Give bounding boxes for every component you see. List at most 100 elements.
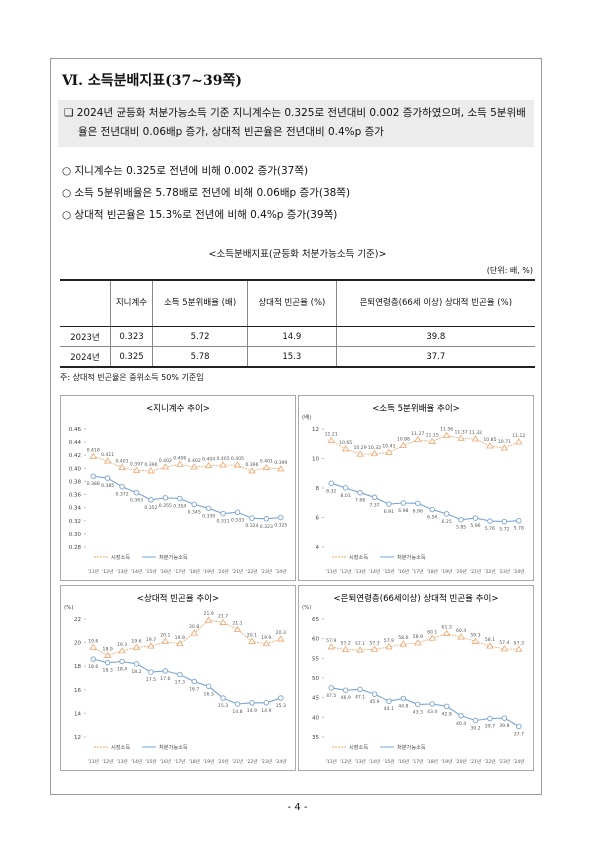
value-label: 61.3 (442, 625, 452, 631)
marker-triangle (233, 625, 242, 633)
value-label: 5.72 (499, 527, 509, 533)
value-label: 21.1 (232, 621, 242, 627)
marker-triangle (204, 616, 213, 623)
value-label: 37.7 (514, 731, 524, 737)
marker-triangle (457, 434, 465, 441)
marker-circle (429, 506, 435, 513)
marker-triangle (190, 629, 198, 636)
value-label: 0.354 (173, 503, 186, 509)
marker-triangle (118, 463, 126, 471)
x-tick-label: '15년 (383, 568, 394, 575)
marker-triangle (89, 452, 97, 459)
value-label: 0.388 (87, 481, 100, 487)
x-tick-label: '19년 (441, 758, 452, 765)
marker-triangle (118, 647, 126, 654)
value-label: 58.1 (485, 637, 495, 643)
marker-triangle (262, 463, 271, 471)
value-label: 6.91 (384, 509, 394, 515)
marker-triangle (262, 640, 271, 647)
x-tick-label: '15년 (383, 758, 394, 765)
indicator-table: 지니계수 소득 5분위배율 (배) 상대적 빈곤율 (%) 은퇴연령층(66세 … (60, 279, 535, 368)
marker-triangle (370, 450, 379, 457)
x-tick-label: '24년 (513, 758, 524, 765)
marker-circle (119, 658, 125, 665)
cell: 39.8 (335, 326, 535, 347)
x-tick-label: '24년 (275, 758, 286, 765)
y-tick-label: 8 (316, 486, 320, 492)
value-label: 17.5 (146, 677, 156, 683)
value-label: 0.411 (101, 452, 114, 458)
x-tick-label: '22년 (246, 568, 257, 575)
marker-circle (148, 669, 154, 675)
value-label: 0.355 (159, 503, 172, 509)
chart-panel (298, 585, 534, 771)
x-tick-label: '19년 (203, 568, 214, 575)
y-tick-label: 55 (312, 656, 319, 662)
marker-circle (263, 700, 270, 706)
cell: 37.7 (335, 346, 535, 368)
x-tick-label: '17년 (412, 758, 423, 765)
marker-circle (458, 516, 464, 523)
value-label: 6.25 (442, 519, 452, 525)
chart-title: <지니계수 추이> (146, 403, 210, 414)
table-note: 주: 상대적 빈곤율은 중위소득 50% 기준임 (60, 373, 204, 382)
marker-triangle (132, 643, 141, 650)
value-label: 18.4 (117, 666, 127, 672)
value-label: 10.41 (382, 443, 395, 449)
table-caption: <소득분배지표(균등화 처분가능소득 기준)> (208, 249, 387, 260)
y-tick-label: 0.28 (69, 545, 82, 551)
value-label: 0.401 (260, 459, 273, 465)
marker-triangle (385, 643, 393, 650)
y-tick-label: 12 (74, 735, 81, 741)
marker-circle (371, 691, 378, 697)
chart-title: <소득 5분위배율 추이> (372, 403, 460, 414)
x-tick-label: '12년 (340, 758, 351, 765)
marker-triangle (147, 467, 155, 474)
value-label: 47.5 (326, 693, 336, 699)
marker-triangle (89, 643, 97, 650)
value-label: 11.27 (411, 431, 424, 437)
marker-circle (191, 501, 197, 508)
marker-triangle (103, 651, 112, 658)
marker-triangle (248, 467, 256, 474)
marker-circle (162, 668, 169, 674)
y-tick-label: 20 (74, 641, 81, 647)
value-label: 10.32 (368, 445, 381, 451)
chart-title: <은퇴연령층(66세이상) 상대적 빈곤율 추이> (334, 593, 499, 604)
summary-box: ❏ 2024년 균등화 처분가능소득 기준 지니계수는 0.325로 전년대비 … (58, 100, 534, 147)
marker-circle (342, 485, 349, 491)
value-label: 6.54 (427, 515, 437, 521)
chart-title: <상대적 빈곤율 추이> (137, 593, 219, 604)
x-tick-label: '19년 (203, 758, 214, 765)
marker-triangle (471, 435, 480, 442)
y-tick-label: 45 (312, 696, 319, 702)
marker-triangle (327, 643, 335, 650)
marker-triangle (370, 645, 379, 652)
marker-triangle (176, 460, 184, 467)
value-label: 6.98 (398, 508, 408, 514)
y-tick-label: 0.32 (69, 519, 81, 525)
x-tick-label: '21년 (232, 758, 243, 765)
value-label: 0.333 (231, 517, 244, 523)
legend-label: 시장소득 (111, 554, 130, 561)
value-label: 19.3 (117, 642, 127, 648)
header-cell: 상대적 빈곤율 (%) (247, 279, 337, 327)
section-title: Ⅵ. 소득분배지표(37~39쪽) (62, 73, 242, 89)
bullet: ○ 지니계수는 0.325로 전년에 비해 0.002 증가(37쪽) (62, 165, 309, 177)
value-label: 19.6 (131, 638, 141, 644)
marker-circle (177, 671, 183, 678)
x-tick-label: '23년 (261, 758, 272, 765)
legend-label: 처분가능소득 (159, 743, 188, 751)
value-label: 0.385 (101, 483, 114, 489)
header-cell: 소득 5분위배율 (배) (151, 279, 249, 327)
value-label: 20.3 (276, 630, 286, 636)
marker-triangle (204, 461, 213, 469)
marker-circle (458, 713, 464, 719)
value-label: 16.7 (189, 687, 199, 693)
marker-circle (249, 515, 255, 521)
marker-triangle (219, 461, 227, 468)
y-tick-label: 0.36 (69, 493, 82, 499)
value-label: 43.4 (427, 709, 437, 715)
marker-circle (415, 701, 421, 708)
